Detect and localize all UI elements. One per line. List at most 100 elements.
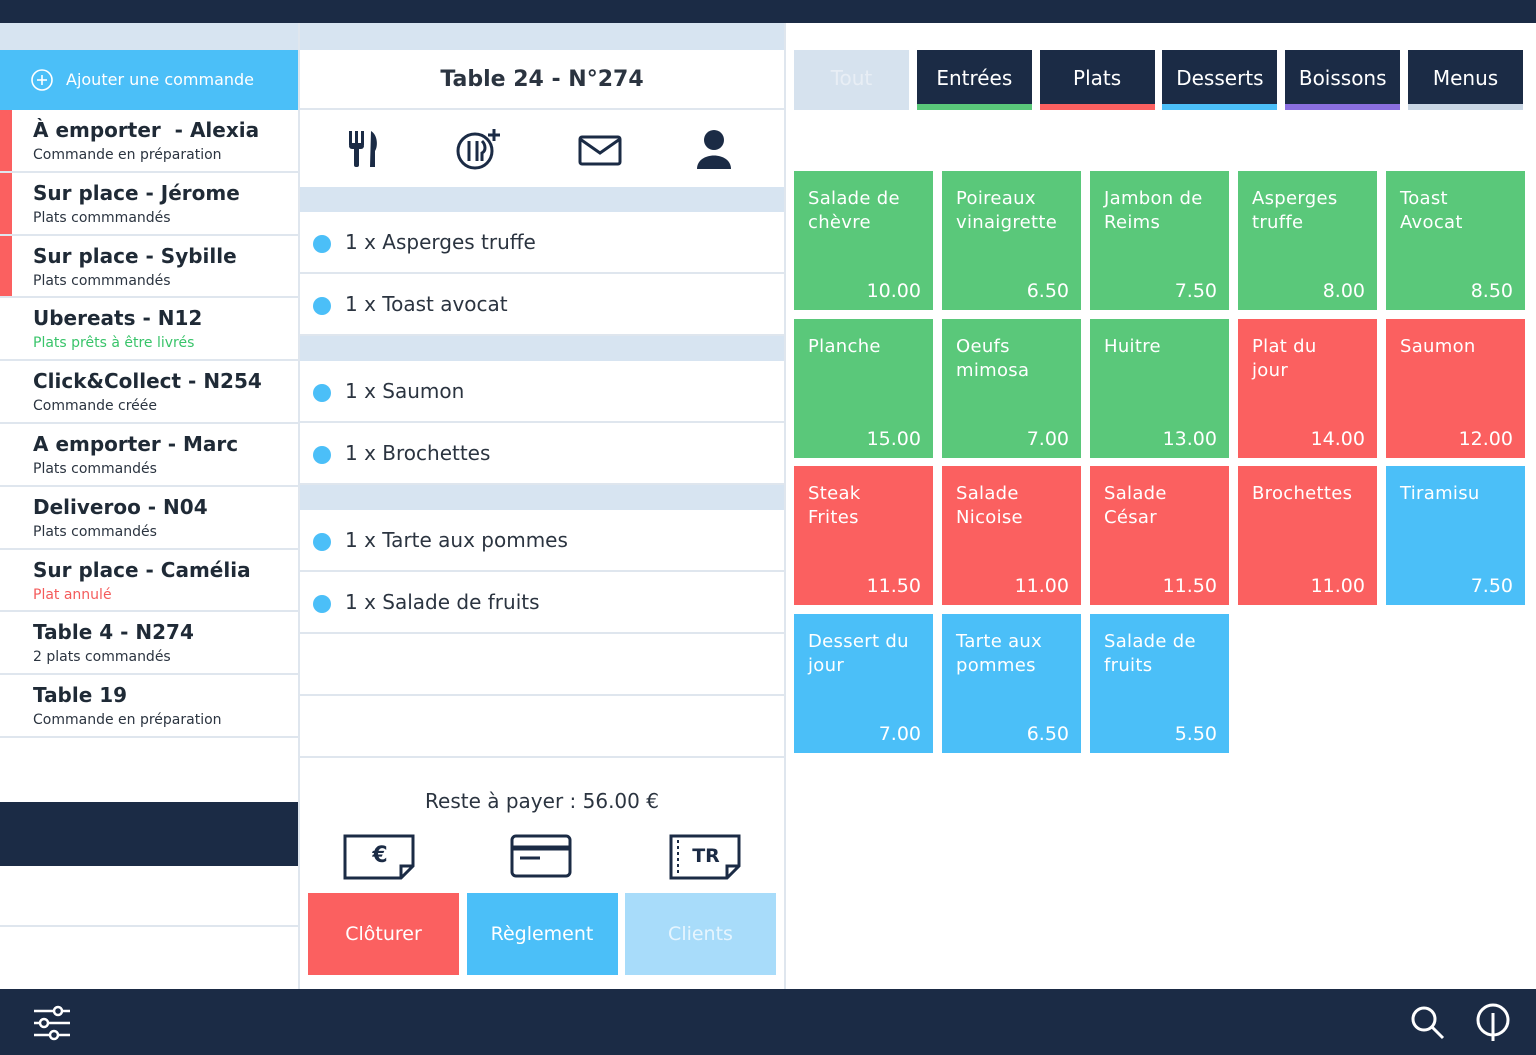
category-accent — [1162, 104, 1278, 110]
order-item[interactable]: 1 x Asperges truffe — [300, 212, 784, 274]
item-dot — [313, 595, 331, 613]
product-name: Salade César — [1104, 483, 1167, 528]
app: Ajouter une commande À emporter - Alexia C… — [0, 23, 1536, 989]
order-row[interactable]: Table 19 Commande en préparation — [0, 675, 298, 738]
product-name: Jambon de Reims — [1104, 188, 1203, 233]
product-tile[interactable]: Toast Avocat 8.50 — [1386, 171, 1525, 310]
product-price: 10.00 — [866, 280, 921, 302]
order-row[interactable]: Table 4 - N274 2 plats commandés — [0, 612, 298, 676]
action-button[interactable]: Règlement — [466, 893, 618, 975]
product-tile[interactable]: Tiramisu 7.50 — [1386, 466, 1525, 605]
group-band — [300, 187, 784, 212]
order-status: Plats commandés — [33, 523, 157, 540]
action-button[interactable]: Clôturer — [308, 893, 459, 975]
order-status: Commande en préparation — [33, 712, 222, 729]
item-dot — [313, 384, 331, 402]
product-price: 7.50 — [1174, 280, 1217, 302]
order-status: 2 plats commandés — [33, 649, 171, 666]
product-tile[interactable]: Salade de chèvre 10.00 — [794, 171, 933, 310]
order-title: Sur place - Jérome — [33, 180, 240, 205]
action-button[interactable]: Clients — [625, 893, 776, 975]
product-price: 11.00 — [1310, 575, 1365, 597]
product-tile[interactable]: Planche 15.00 — [794, 318, 933, 458]
order-row[interactable]: Sur place - Jérome Plats commmandés — [0, 172, 298, 236]
voucher-icon[interactable] — [669, 834, 743, 880]
product-tile[interactable]: Jambon de Reims 7.50 — [1090, 171, 1229, 310]
product-name: Tiramisu — [1400, 483, 1480, 504]
product-price: 11.50 — [1162, 575, 1217, 597]
product-tile[interactable]: Huitre 13.00 — [1090, 318, 1229, 458]
empty-row — [300, 634, 784, 696]
order-status: Commande en préparation — [33, 147, 222, 163]
product-tile[interactable]: Poireaux vinaigrette 6.50 — [942, 171, 1081, 310]
order-title: Table 24 - N°274 — [300, 50, 784, 110]
product-price: 8.00 — [1322, 280, 1365, 302]
order-title: A emporter - Marc — [33, 432, 239, 456]
balance: Reste à payer : 56.00 € — [425, 789, 659, 813]
add-service-icon[interactable] — [454, 127, 504, 171]
product-tile[interactable]: Steak Frites 11.50 — [794, 466, 933, 605]
category-tab[interactable]: Desserts — [1162, 50, 1278, 110]
product-name: Dessert du jour — [808, 630, 909, 676]
order-row[interactable]: Sur place - Camélia Plat annulé — [0, 549, 298, 613]
product-price: 7.50 — [1470, 575, 1513, 597]
product-name: Tarte aux pommes — [956, 630, 1043, 676]
product-tile[interactable]: Asperges truffe 8.00 — [1238, 171, 1377, 310]
order-status: Plats commmandés — [33, 209, 171, 226]
product-tile[interactable]: Salade Nicoise 11.00 — [942, 466, 1081, 605]
order-item[interactable]: 1 x Toast avocat — [300, 274, 784, 336]
order-row[interactable]: Ubereats - N12 Plats prêts à être livrés — [0, 298, 298, 362]
category-tab[interactable]: Plats — [1039, 50, 1155, 110]
service-icon[interactable] — [347, 129, 379, 169]
category-tab[interactable]: Boissons — [1285, 50, 1401, 110]
order-row[interactable]: Deliveroo - N04 Plats commandés — [0, 486, 298, 550]
product-tile[interactable]: Plat du jour 14.00 — [1238, 318, 1377, 458]
order-item[interactable]: 1 x Tarte aux pommes — [300, 510, 784, 572]
product-price: 11.00 — [1014, 575, 1069, 597]
order-item[interactable]: 1 x Saumon — [300, 361, 784, 423]
order-row[interactable]: Click&Collect - N254 Commande créée — [0, 361, 298, 424]
order-title: Sur place - Sybille — [33, 243, 237, 268]
order-row[interactable]: À emporter - Alexia Commande en préparati… — [0, 110, 298, 173]
category-accent — [1039, 104, 1155, 110]
settings-icon[interactable] — [32, 1005, 72, 1041]
order-item[interactable]: 1 x Salade de fruits — [300, 572, 784, 634]
category-tab[interactable]: Entrées — [916, 50, 1032, 110]
add-icon[interactable] — [31, 69, 53, 91]
order-row[interactable]: A emporter - Marc Plats commandés — [0, 424, 298, 487]
product-tile[interactable]: Salade de fruits 5.50 — [1090, 613, 1229, 753]
category-accent — [1285, 104, 1401, 110]
order-title: Table 19 — [33, 683, 128, 708]
product-name: Huitre — [1104, 335, 1161, 357]
order-row[interactable]: Sur place - Sybille Plats commmandés — [0, 235, 298, 299]
message-icon[interactable] — [578, 135, 622, 167]
product-tile[interactable]: Salade César 11.50 — [1090, 466, 1229, 605]
search-icon[interactable] — [1410, 1005, 1446, 1041]
add-order-button[interactable]: Ajouter une commande — [0, 50, 298, 110]
order-flag — [0, 172, 12, 234]
order-item[interactable]: 1 x Brochettes — [300, 423, 784, 485]
card-icon[interactable] — [510, 834, 584, 880]
group-band — [300, 485, 784, 510]
product-tile[interactable]: Dessert du jour 7.00 — [794, 613, 933, 753]
product-tile[interactable]: Brochettes 11.00 — [1238, 466, 1377, 605]
item-label: 1 x Asperges truffe — [345, 230, 536, 254]
category-tab[interactable]: Tout — [794, 50, 909, 110]
info-icon[interactable] — [1476, 1003, 1512, 1043]
category-tab[interactable]: Menus — [1408, 50, 1523, 110]
item-label: 1 x Toast avocat — [345, 292, 508, 316]
product-price: 12.00 — [1458, 427, 1513, 450]
product-price: 7.00 — [1026, 427, 1069, 450]
product-name: Salade de fruits — [1104, 630, 1196, 676]
product-price: 6.50 — [1026, 280, 1069, 302]
product-tile[interactable]: Saumon 12.00 — [1386, 318, 1525, 458]
item-dot — [313, 297, 331, 315]
client-icon[interactable] — [695, 129, 733, 169]
product-name: Planche — [808, 335, 881, 357]
product-tile[interactable]: Oeufs mimosa 7.00 — [942, 318, 1081, 458]
product-tile[interactable]: Tarte aux pommes 6.50 — [942, 613, 1081, 753]
empty-row — [300, 696, 784, 758]
product-name: Asperges truffe — [1252, 188, 1338, 233]
cash-icon[interactable] — [343, 834, 417, 880]
